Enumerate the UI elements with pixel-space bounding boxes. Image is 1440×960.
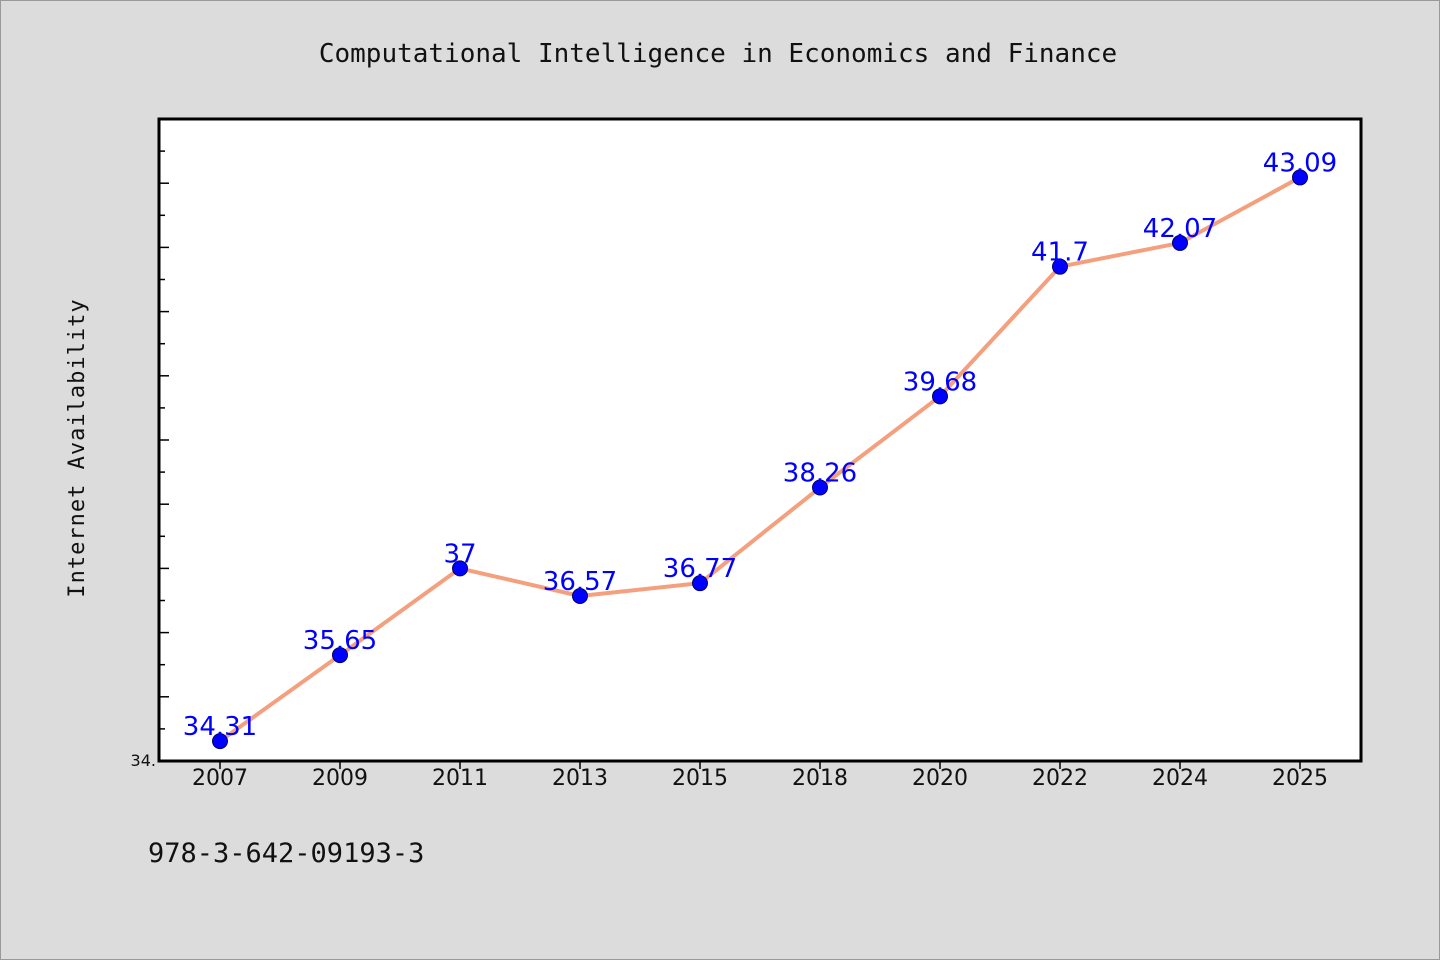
series-line <box>218 175 1302 744</box>
isbn-footer: 978-3-642-09193-3 <box>148 838 424 869</box>
data-label: 36.57 <box>543 567 617 597</box>
data-label: 41.7 <box>1031 238 1089 268</box>
data-label: 36.77 <box>663 554 737 584</box>
data-point <box>572 588 588 605</box>
x-tick-label: 2011 <box>432 766 488 791</box>
data-label: 38.26 <box>783 459 857 489</box>
x-tick-label: 2009 <box>312 766 368 791</box>
data-point <box>812 479 828 496</box>
x-tick-label: 2013 <box>552 766 608 791</box>
data-point <box>452 560 468 577</box>
chart-title: Computational Intelligence in Economics … <box>319 39 1117 69</box>
y-tick-label: 34. <box>131 751 156 770</box>
x-axis-tick-labels: 2007 2009 2011 2013 2015 2018 2020 2022 2024 2025 <box>192 766 1328 791</box>
x-tick-label: 2022 <box>1032 766 1088 791</box>
x-axis-ticks <box>219 761 1301 769</box>
data-point <box>212 733 228 750</box>
data-label: 35.65 <box>303 626 377 656</box>
x-tick-label: 2007 <box>192 766 248 791</box>
data-point <box>332 647 348 664</box>
data-label: 34.31 <box>183 712 257 742</box>
data-label: 37 <box>443 539 476 569</box>
x-tick-label: 2018 <box>792 766 848 791</box>
data-labels: 34.31 35.65 37 36.57 36.77 38.26 39.68 41.7 42.0… <box>183 148 1337 742</box>
data-point <box>1172 234 1188 251</box>
y-axis-label: Internet Availability <box>65 298 90 597</box>
x-tick-label: 2020 <box>912 766 968 791</box>
data-label: 39.68 <box>903 367 977 397</box>
data-point <box>692 575 708 592</box>
x-tick-label: 2015 <box>672 766 728 791</box>
y-axis-ticks <box>159 150 169 730</box>
series-line-group <box>218 175 1302 744</box>
data-point <box>1292 169 1308 186</box>
data-label: 42.07 <box>1143 214 1217 244</box>
plot-area <box>157 117 1363 763</box>
series-markers <box>212 169 1308 750</box>
x-tick-label: 2025 <box>1272 766 1328 791</box>
x-tick-label: 2024 <box>1152 766 1208 791</box>
data-point <box>932 388 948 405</box>
data-label: 43.09 <box>1263 148 1337 178</box>
data-point <box>1052 258 1068 275</box>
